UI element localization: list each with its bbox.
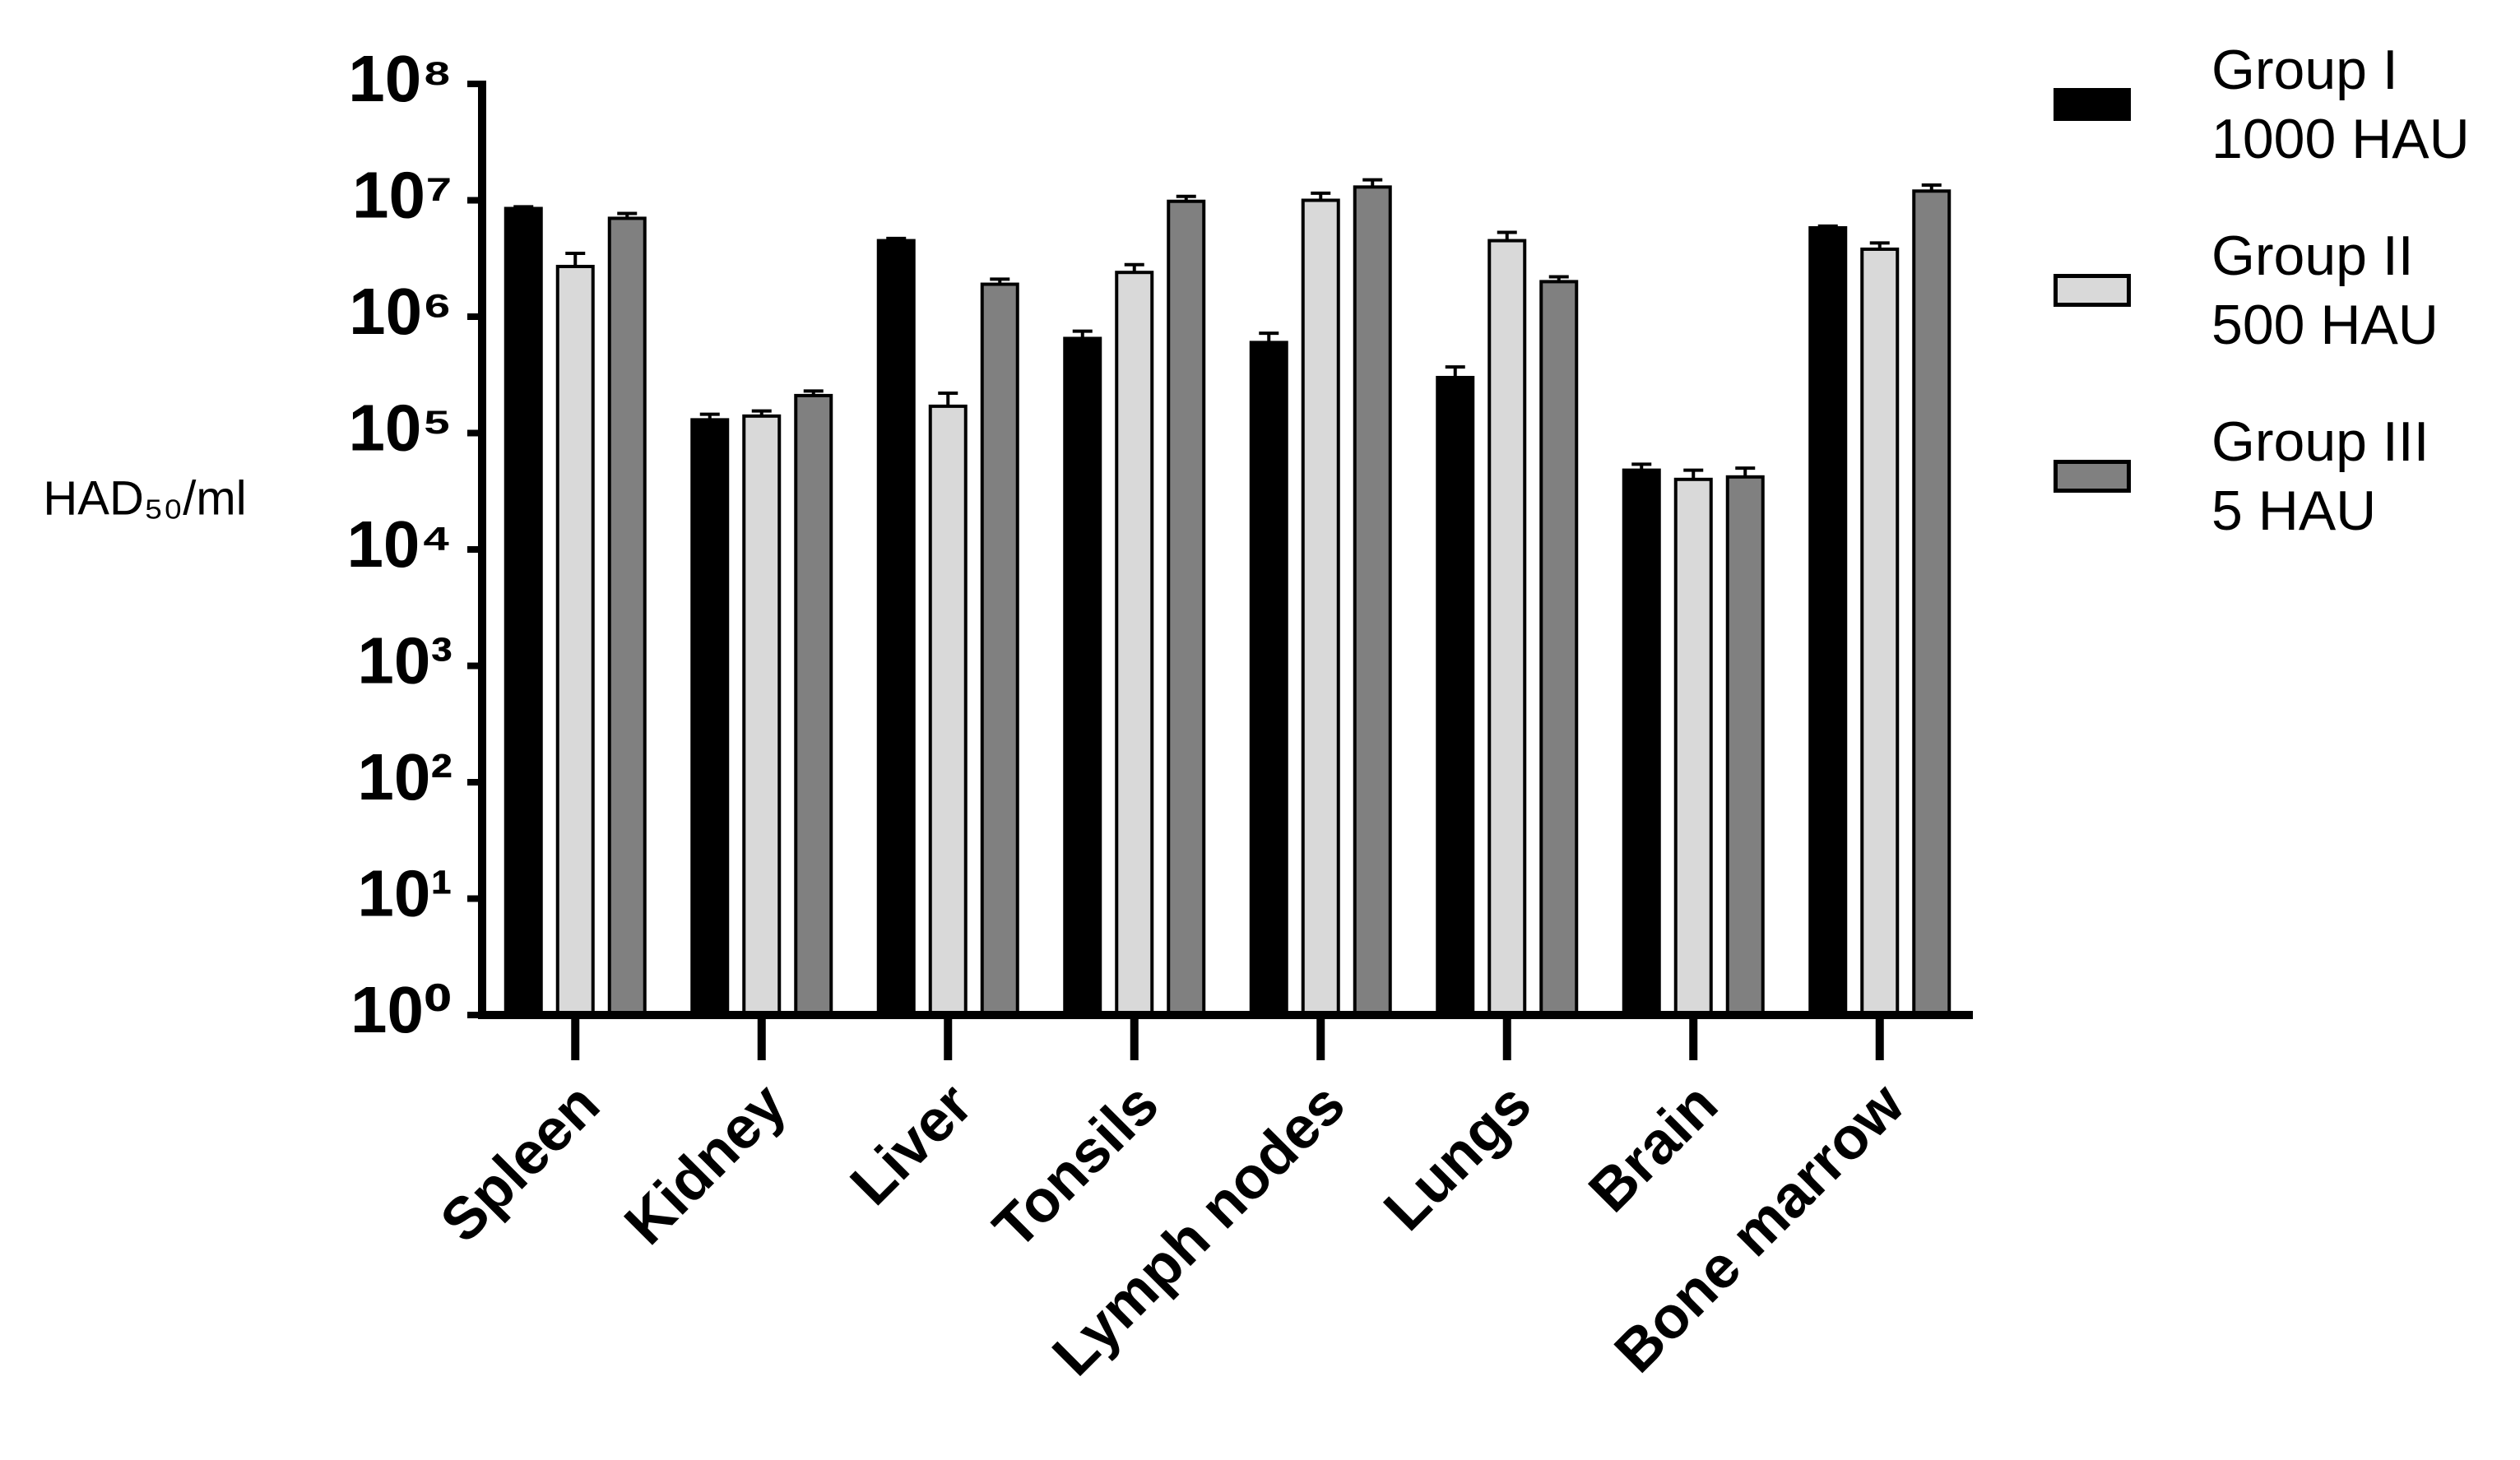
legend-swatch	[2054, 274, 2131, 307]
x-tick-label: Liver	[838, 1071, 985, 1217]
error-bar	[1445, 365, 1465, 378]
x-tick-label: Spleen	[429, 1071, 613, 1255]
bar	[555, 264, 595, 1017]
bar	[876, 239, 916, 1017]
y-tick-label: 10³	[357, 624, 452, 698]
bar	[1301, 198, 1340, 1017]
bar	[1673, 477, 1713, 1017]
y-tick-label: 10⁸	[348, 42, 452, 115]
bar	[1860, 247, 1900, 1017]
x-tick-label: Tonsils	[981, 1071, 1171, 1261]
bar	[1487, 239, 1527, 1017]
bar	[980, 282, 1019, 1017]
bar	[1808, 225, 1848, 1017]
legend-label: Group II 500 HAU	[2211, 225, 2439, 356]
bar	[1725, 475, 1765, 1017]
bar	[1353, 185, 1392, 1017]
legend-swatch	[2054, 460, 2131, 493]
y-tick-label: 10⁴	[346, 508, 452, 581]
legend-item: Group II 500 HAU	[2054, 197, 2470, 383]
y-tick-label: 10¹	[357, 857, 452, 930]
error-bar	[565, 252, 586, 267]
y-tick-label: 10⁷	[352, 159, 452, 232]
legend-item: Group III 5 HAU	[2054, 383, 2470, 569]
y-tick-label: 10⁵	[348, 392, 452, 465]
legend: Group I 1000 HAU Group II 500 HAU Group II…	[2054, 12, 2470, 569]
error-bar	[938, 392, 958, 406]
bar	[690, 418, 730, 1017]
y-tick-label: 10⁶	[349, 275, 452, 348]
y-tick-label: 10²	[357, 740, 452, 813]
x-tick-label: Kidney	[612, 1071, 798, 1257]
x-tick-label: Lungs	[1371, 1071, 1543, 1243]
bar	[794, 393, 833, 1017]
y-tick-label: 10⁰	[350, 973, 452, 1046]
y-axis-label: HAD₅₀/ml	[43, 471, 246, 525]
bar	[1115, 271, 1154, 1017]
bar	[504, 206, 543, 1017]
legend-item: Group I 1000 HAU	[2054, 12, 2470, 197]
bar	[928, 404, 968, 1017]
bar	[1063, 336, 1102, 1017]
bar	[607, 216, 647, 1017]
bar	[1436, 375, 1475, 1017]
bar	[1539, 280, 1579, 1017]
legend-label: Group I 1000 HAU	[2211, 39, 2470, 170]
legend-label: Group III 5 HAU	[2211, 410, 2430, 542]
bar	[1912, 189, 1951, 1017]
legend-swatch	[2054, 88, 2131, 121]
bar	[1622, 468, 1661, 1017]
bar	[1249, 341, 1288, 1017]
x-tick-label: Brain	[1576, 1071, 1730, 1225]
bar	[742, 414, 782, 1017]
bar	[1167, 199, 1206, 1017]
